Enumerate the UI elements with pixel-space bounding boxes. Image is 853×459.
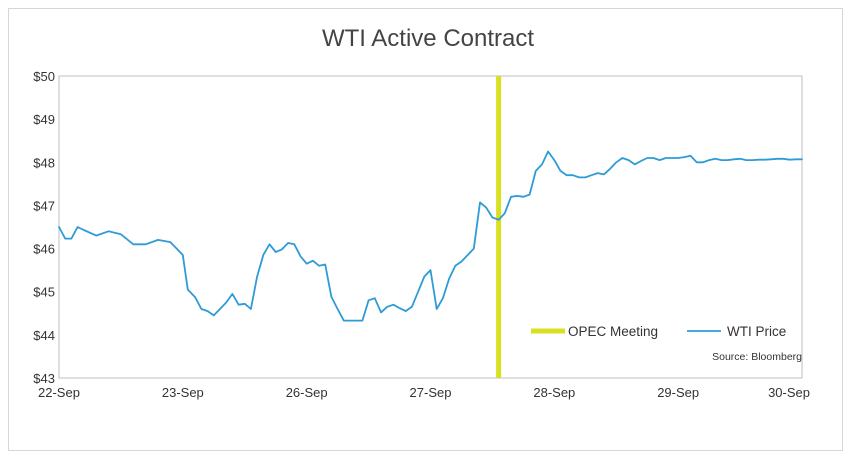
legend-wti-price-label: WTI Price <box>727 324 786 339</box>
x-tick-label: 22-Sep <box>38 385 80 400</box>
x-tick-label: 26-Sep <box>286 385 328 400</box>
x-tick-label: 23-Sep <box>162 385 204 400</box>
y-tick-label: $48 <box>33 155 55 170</box>
y-tick-label: $49 <box>33 112 55 127</box>
y-tick-label: $43 <box>33 371 55 386</box>
y-tick-label: $47 <box>33 198 55 213</box>
chart-title: WTI Active Contract <box>322 25 534 52</box>
y-tick-label: $45 <box>33 285 55 300</box>
x-tick-labels: 22-Sep 23-Sep 26-Sep 27-Sep 28-Sep 29-Sep 30-S… <box>38 385 810 400</box>
wti-price-line <box>58 150 803 322</box>
y-tick-label: $44 <box>33 328 55 343</box>
x-tick-label: 28-Sep <box>533 385 575 400</box>
legend: OPEC Meeting WTI Price <box>531 324 786 339</box>
legend-opec-meeting-label: OPEC Meeting <box>568 324 658 339</box>
plot-area-border <box>58 75 803 379</box>
wti-price-series-group <box>58 150 803 322</box>
chart-frame <box>8 8 843 451</box>
x-tick-label: 27-Sep <box>410 385 452 400</box>
x-tick-label: 29-Sep <box>657 385 699 400</box>
y-tick-labels: $43 $44 $45 $46 $47 $48 $49 $50 <box>33 69 55 386</box>
x-tick-label: 30-Sep <box>768 385 810 400</box>
y-tick-label: $50 <box>33 69 55 84</box>
axes <box>58 75 803 379</box>
y-tick-label: $46 <box>33 242 55 257</box>
source-note: Source: Bloomberg <box>712 351 802 363</box>
